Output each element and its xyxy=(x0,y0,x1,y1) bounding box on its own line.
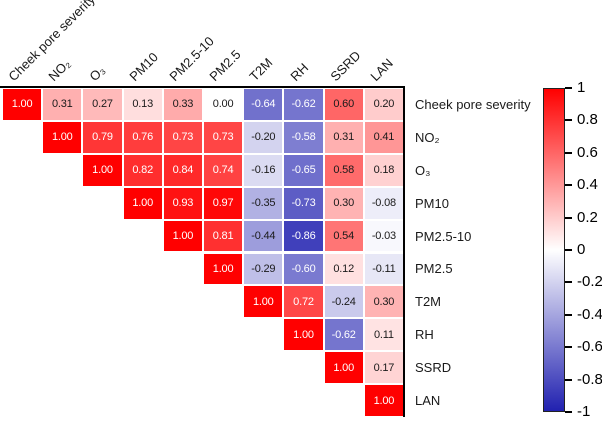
row-label: PM2.5 xyxy=(415,261,453,277)
column-label: PM10 xyxy=(126,49,161,84)
matrix-cell: 1.00 xyxy=(364,385,403,416)
matrix-cell: 0.60 xyxy=(324,89,363,120)
matrix-cell: 0.31 xyxy=(43,89,82,120)
matrix-cell: -0.64 xyxy=(244,89,283,120)
colorbar-tick xyxy=(565,119,572,122)
matrix-cell: -0.20 xyxy=(244,121,283,153)
matrix-cell: -0.58 xyxy=(284,121,323,153)
matrix-cell: 1.00 xyxy=(123,187,162,219)
matrix-cell: 1.00 xyxy=(3,89,42,120)
matrix-cell: 1.00 xyxy=(163,220,202,252)
matrix-cell: -0.60 xyxy=(284,253,323,285)
matrix-cell: -0.44 xyxy=(244,220,283,252)
matrix-cell: 1.00 xyxy=(83,154,122,186)
colorbar-tick xyxy=(565,346,572,349)
matrix-cell: 0.82 xyxy=(123,154,162,186)
matrix-cell: -0.03 xyxy=(364,220,403,252)
column-label: LAN xyxy=(367,55,396,84)
matrix-cell: 0.73 xyxy=(204,121,243,153)
colorbar xyxy=(543,88,565,412)
matrix-cell: 0.27 xyxy=(83,89,122,120)
matrix-cell: 0.12 xyxy=(324,253,363,285)
matrix-cell: 0.41 xyxy=(364,121,403,153)
matrix-cell: 1.00 xyxy=(204,253,243,285)
row-label: Cheek pore severity xyxy=(415,96,531,112)
matrix-cell: -0.86 xyxy=(284,220,323,252)
matrix-cell: -0.65 xyxy=(284,154,323,186)
colorbar-tick xyxy=(565,216,572,219)
matrix-cell: 0.11 xyxy=(364,319,403,351)
colorbar-tick-label: -0.2 xyxy=(577,273,602,291)
matrix-cell: 0.79 xyxy=(83,121,122,153)
colorbar-tick xyxy=(565,87,572,89)
matrix-cell: -0.35 xyxy=(244,187,283,219)
column-label: T2M xyxy=(246,55,276,84)
row-label: LAN xyxy=(415,393,441,409)
matrix-cell: -0.62 xyxy=(284,89,323,120)
colorbar-tick xyxy=(565,411,572,413)
matrix-cell: -0.62 xyxy=(324,319,363,351)
colorbar-tick-label: 0 xyxy=(577,241,586,258)
matrix-cell: -0.08 xyxy=(364,187,403,219)
matrix-cell: -0.11 xyxy=(364,253,403,285)
matrix-cell: -0.73 xyxy=(284,187,323,219)
colorbar-tick xyxy=(565,184,572,187)
matrix-cell: 0.17 xyxy=(364,352,403,384)
matrix-cell: 0.93 xyxy=(163,187,202,219)
matrix-cell: 0.58 xyxy=(324,154,363,186)
column-label: SSRD xyxy=(327,47,364,84)
matrix-cell: 0.74 xyxy=(204,154,243,186)
matrix-cell: -0.16 xyxy=(244,154,283,186)
colorbar-tick-label: -1 xyxy=(577,403,591,420)
colorbar-tick xyxy=(565,151,572,154)
colorbar-tick xyxy=(565,281,572,284)
colorbar-tick xyxy=(565,249,572,251)
row-label: PM2.5-10 xyxy=(415,228,472,244)
matrix-cell: 0.81 xyxy=(204,220,243,252)
colorbar-tick-label: 0.6 xyxy=(577,143,598,161)
colorbar-tick-label: -0.4 xyxy=(577,305,602,323)
matrix-cell: 1.00 xyxy=(324,352,363,384)
matrix-cell: 1.00 xyxy=(43,121,82,153)
row-label: T2M xyxy=(415,294,441,310)
matrix-cell: 0.20 xyxy=(364,89,403,120)
matrix-cell: 0.72 xyxy=(284,286,323,318)
row-label: SSRD xyxy=(415,360,452,376)
matrix-cell: 0.73 xyxy=(163,121,202,153)
colorbar-tick-label: 0.2 xyxy=(577,208,598,226)
colorbar-tick xyxy=(565,378,572,381)
row-label: NO₂ xyxy=(415,129,440,145)
matrix-cell: 0.00 xyxy=(204,89,243,120)
matrix-cell: -0.24 xyxy=(324,286,363,318)
column-label: O₃ xyxy=(85,62,108,84)
matrix-cell: 1.00 xyxy=(284,319,323,351)
column-label: NO₂ xyxy=(45,56,74,84)
matrix-cell: 0.13 xyxy=(123,89,162,120)
colorbar-tick-label: -0.8 xyxy=(577,370,602,388)
row-label: RH xyxy=(415,327,434,343)
colorbar-tick-label: 0.8 xyxy=(577,111,598,129)
column-label: RH xyxy=(286,60,311,84)
matrix-cell: 0.54 xyxy=(324,220,363,252)
colorbar-tick-label: -0.6 xyxy=(577,338,602,356)
row-label: O₃ xyxy=(415,162,431,178)
matrix-cell: 0.30 xyxy=(364,286,403,318)
matrix-cell: 0.30 xyxy=(324,187,363,219)
colorbar-tick-label: 0.4 xyxy=(577,176,598,194)
matrix-cell: 1.00 xyxy=(244,286,283,318)
colorbar-tick xyxy=(565,313,572,316)
matrix-cell: 0.97 xyxy=(204,187,243,219)
matrix-cell: 0.84 xyxy=(163,154,202,186)
matrix-cell: 0.76 xyxy=(123,121,162,153)
matrix-cell: 0.33 xyxy=(163,89,202,120)
matrix-cell: 0.18 xyxy=(364,154,403,186)
column-label: PM2.5 xyxy=(206,46,244,84)
matrix-cell: -0.29 xyxy=(244,253,283,285)
colorbar-tick-label: 1 xyxy=(577,79,586,96)
row-label: PM10 xyxy=(415,195,449,211)
matrix-cell: 0.31 xyxy=(324,121,363,153)
